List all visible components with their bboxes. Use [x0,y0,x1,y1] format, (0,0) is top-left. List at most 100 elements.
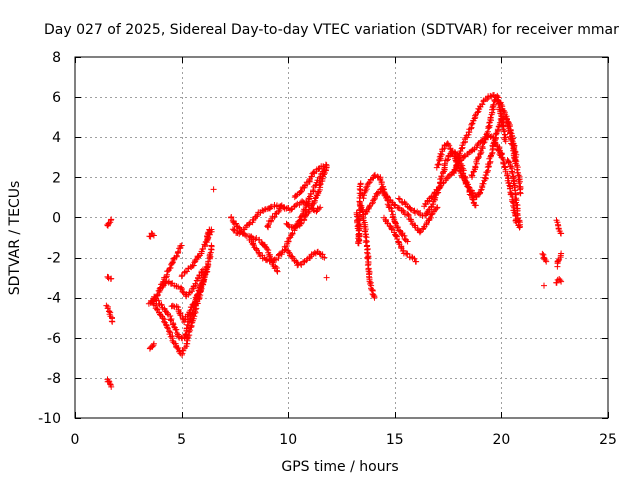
data-point [170,321,177,328]
data-point [371,196,378,203]
series-arc-21 [291,161,330,201]
data-point [517,190,524,197]
data-point [558,250,565,257]
data-point [322,161,329,168]
data-point [179,288,186,295]
data-point [364,249,371,256]
data-point [517,189,523,196]
data-point [195,291,202,298]
data-point [355,238,362,245]
data-point [291,203,298,210]
series-arc-26 [362,185,411,245]
series-arc-36 [541,282,547,289]
data-point [413,258,420,265]
data-point [434,204,441,211]
data-point [204,237,211,244]
data-point [435,161,442,168]
series-arc-09 [151,242,215,342]
data-point [371,294,378,301]
data-point [428,204,435,211]
data-point [480,180,487,187]
y-tick-label: 8 [52,50,61,66]
data-point [474,109,481,116]
y-tick-label: 0 [52,210,61,226]
x-tick-label: 15 [386,432,404,448]
data-point [501,163,508,170]
data-point [362,228,369,234]
data-point [106,308,112,315]
data-point [553,279,560,286]
data-point [370,291,377,298]
data-point [286,249,293,256]
series-arc-01 [104,216,115,229]
data-point [490,101,497,108]
data-point [270,257,277,264]
data-point [195,253,202,260]
y-tick-label: -6 [47,331,61,347]
series-arc-18 [264,202,285,231]
data-point [371,172,377,179]
data-point [108,383,115,390]
data-point [316,182,323,189]
series-arc-22 [323,274,330,281]
data-point [298,188,305,194]
data-point [316,250,323,257]
data-point [368,286,375,293]
data-point [394,224,401,231]
data-point [558,278,565,285]
y-tick-label: -4 [47,291,61,307]
data-point [485,123,492,130]
data-point [164,325,171,332]
data-point [541,282,547,289]
data-point [323,162,330,169]
data-point [464,183,471,190]
data-point [175,345,182,351]
data-point [199,266,206,273]
data-point [405,212,412,219]
data-points [103,92,565,390]
data-point [178,242,185,249]
data-point [157,312,164,319]
data-point [364,254,371,261]
series-arc-14 [210,186,217,193]
data-point [190,301,197,308]
data-point [297,188,304,195]
data-point [500,107,507,114]
x-tick-label: 25 [599,432,617,448]
axis-ticks: 0 5 10 15 20 25 -10 -8 -6 -4 -2 0 2 4 6 8 [38,50,617,448]
data-point [460,154,467,160]
data-point [502,138,509,145]
data-point [498,151,505,158]
plot-frame [74,56,609,419]
data-point [242,231,248,238]
y-tick-label: 2 [52,170,61,186]
y-tick-label: -10 [38,411,61,427]
data-point [162,280,168,287]
data-point [501,128,508,135]
y-tick-label: 4 [52,130,61,146]
data-point [161,318,167,325]
data-point [208,226,215,233]
data-point [317,204,324,211]
data-point [509,141,516,148]
data-point [357,180,364,187]
data-point [472,112,479,119]
data-point [357,200,364,207]
series-arc-34 [504,157,523,231]
data-point [311,249,318,256]
data-point [516,183,523,190]
series-arc-39 [553,276,565,286]
data-point [175,248,182,255]
series-arc-10 [156,266,206,300]
data-point [150,232,157,239]
data-point [323,274,330,281]
data-point [369,175,376,182]
series-arc-27 [381,214,420,265]
y-tick-label: 6 [52,90,61,106]
data-point [204,268,211,275]
data-point [274,268,281,275]
data-point [436,156,443,163]
data-point [357,221,363,227]
series-arc-02 [104,273,115,282]
data-point [558,230,565,237]
